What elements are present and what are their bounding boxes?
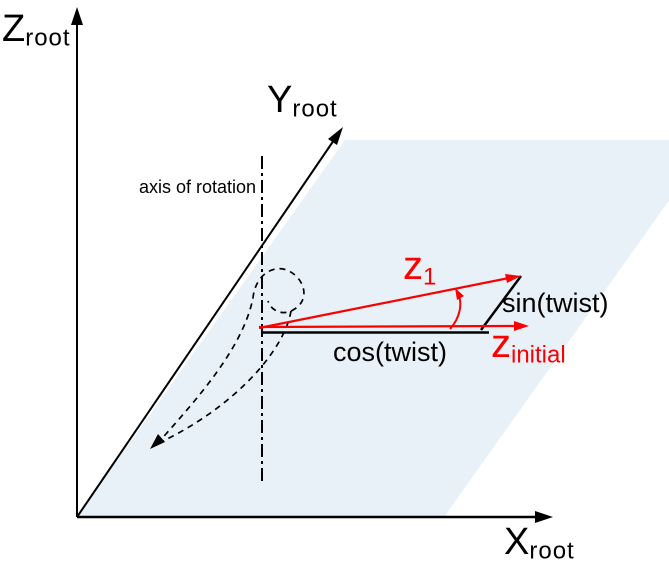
- z-root-axis-arrowhead-icon: [71, 7, 83, 25]
- y-root-label-subscript: root: [292, 95, 338, 123]
- x-root-label-subscript: root: [529, 537, 575, 565]
- z-root-label-subscript: root: [25, 24, 71, 52]
- y-root-axis-line: [76, 139, 335, 518]
- axis-of-rotation-label: axis of rotation: [139, 177, 257, 197]
- z1-label-main: z: [403, 244, 423, 288]
- z-initial-vector-line: [258, 324, 516, 329]
- y-root-axis-arrowhead-icon: [328, 127, 343, 145]
- z-initial-label-subscript: initial: [511, 341, 566, 369]
- sin-twist-label: sin(twist): [502, 288, 609, 318]
- sin-twist-segment: [479, 275, 523, 331]
- z1-vector-label: z1: [403, 246, 436, 289]
- z-initial-label-main: z: [491, 322, 511, 366]
- x-root-axis-label: Xroot: [504, 523, 575, 563]
- airfoil-tip-arrowhead-icon: [150, 434, 165, 449]
- xy-plane-surface: [77, 140, 669, 517]
- z1-label-subscript: 1: [423, 263, 437, 291]
- y-root-axis-label: Yroot: [267, 81, 338, 121]
- z-initial-vector-label: zinitial: [491, 324, 566, 367]
- y-root-label-main: Y: [267, 79, 293, 121]
- x-root-axis-arrowhead-icon: [535, 511, 553, 523]
- cos-twist-label: cos(twist): [333, 337, 447, 367]
- x-root-label-main: X: [504, 521, 530, 563]
- z-root-label-main: Z: [2, 8, 26, 50]
- airfoil-section-outline: [156, 267, 305, 445]
- z-root-axis-label: Zroot: [2, 10, 71, 50]
- twist-angle-arc-arrowhead-icon: [455, 288, 464, 300]
- z1-vector-line: [258, 276, 510, 330]
- z-initial-vector-arrowhead-icon: [514, 321, 529, 331]
- z1-vector-arrowhead-icon: [505, 274, 521, 283]
